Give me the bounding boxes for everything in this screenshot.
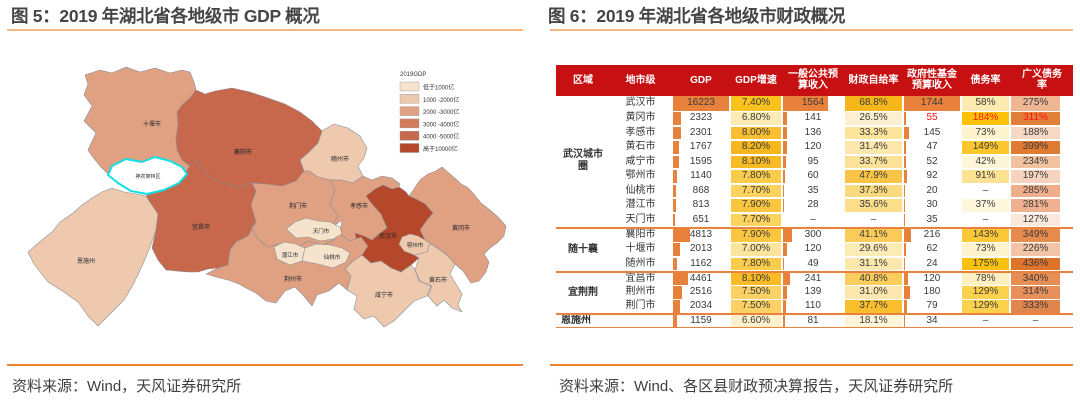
svg-text:4000 -5000亿: 4000 -5000亿 — [423, 133, 459, 141]
svg-text:1000 -2000亿: 1000 -2000亿 — [423, 96, 459, 104]
svg-text:黄石市: 黄石市 — [429, 276, 447, 284]
svg-text:孝感市: 孝感市 — [350, 202, 368, 210]
svg-text:低于1000亿: 低于1000亿 — [423, 84, 454, 92]
svg-text:仙桃市: 仙桃市 — [324, 253, 341, 261]
svg-text:潜江市: 潜江市 — [282, 251, 299, 259]
svg-text:神农架林区: 神农架林区 — [135, 173, 160, 180]
svg-text:随州市: 随州市 — [331, 155, 349, 163]
svg-text:十堰市: 十堰市 — [143, 120, 161, 128]
svg-text:武汉市: 武汉市 — [379, 232, 397, 240]
svg-text:荆门市: 荆门市 — [289, 202, 307, 210]
svg-text:2000 -3000亿: 2000 -3000亿 — [423, 108, 459, 116]
svg-text:2019GDP: 2019GDP — [400, 72, 426, 78]
svg-text:咸宁市: 咸宁市 — [375, 291, 393, 299]
svg-text:宜昌市: 宜昌市 — [192, 223, 210, 231]
svg-text:恩施州: 恩施州 — [77, 257, 95, 265]
svg-text:高于10000亿: 高于10000亿 — [423, 145, 458, 153]
svg-text:天门市: 天门市 — [313, 227, 330, 235]
svg-text:黄冈市: 黄冈市 — [452, 224, 470, 232]
svg-text:襄阳市: 襄阳市 — [234, 148, 252, 156]
svg-text:荆州市: 荆州市 — [284, 275, 302, 283]
svg-text:3000 -4000亿: 3000 -4000亿 — [423, 120, 459, 128]
svg-text:鄂州市: 鄂州市 — [407, 241, 424, 249]
